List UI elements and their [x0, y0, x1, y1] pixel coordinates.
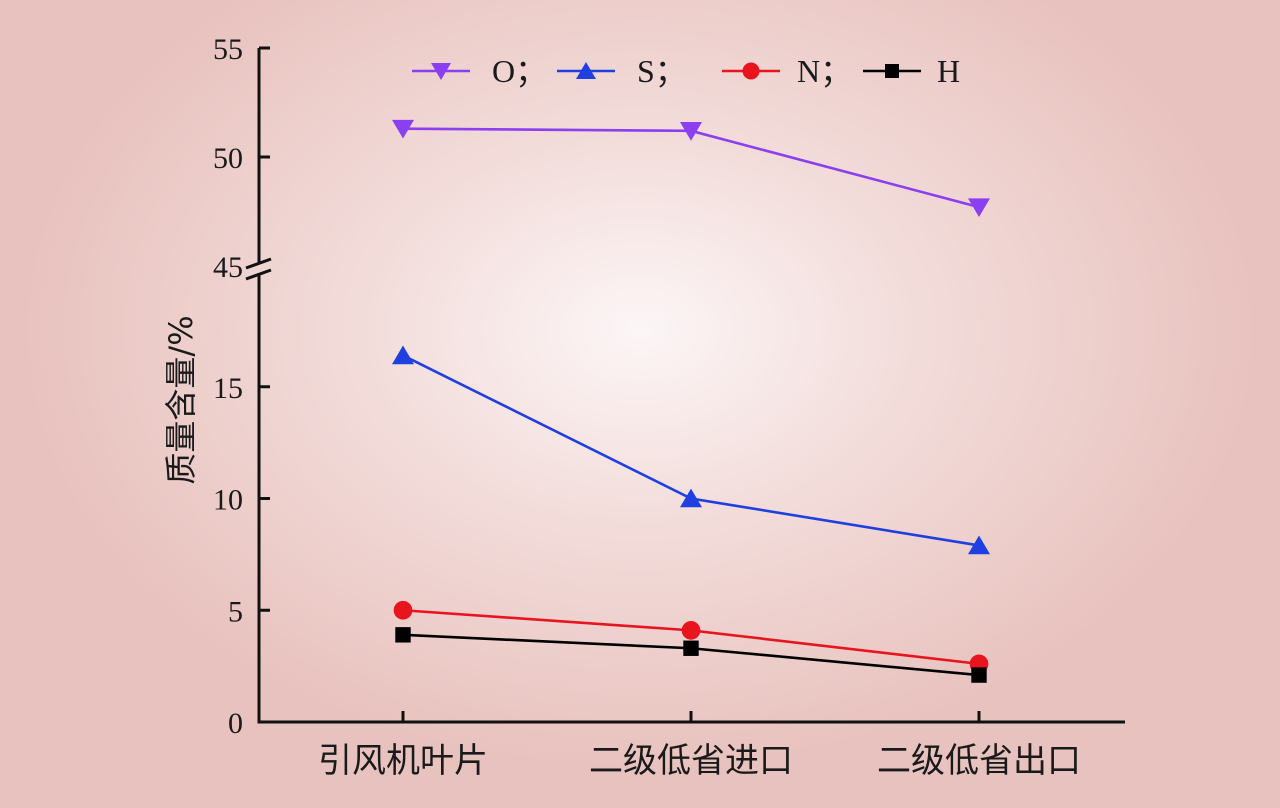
triangle-down-marker [392, 119, 414, 139]
y-tick-label: 55 [213, 33, 243, 66]
legend-item-H: H [863, 53, 960, 89]
legend-item-O: O； [412, 53, 547, 89]
y-tick-label: 5 [228, 595, 243, 628]
legend-item-N: N； [722, 53, 852, 89]
legend-label: H [937, 53, 960, 89]
y-ticks: 45 50 55 0 5 10 15 [213, 33, 270, 740]
y-tick-label: 15 [213, 372, 243, 405]
y-tick-label: 10 [213, 484, 243, 517]
triangle-down-marker [968, 198, 990, 218]
series-H [395, 627, 987, 683]
triangle-up-marker [576, 62, 596, 79]
legend-label: N； [797, 53, 852, 89]
y-tick-label: 45 [213, 251, 243, 284]
series-N [393, 600, 989, 674]
series-O [392, 119, 990, 218]
legend-label: S； [637, 53, 687, 89]
triangle-down-marker [431, 63, 451, 80]
triangle-up-marker [968, 535, 990, 555]
legend-item-S: S； [557, 53, 687, 89]
series-group [392, 119, 990, 683]
circle-marker [742, 62, 760, 80]
x-category-label: 引风机叶片 [318, 741, 488, 781]
square-marker [395, 627, 411, 643]
square-marker [683, 640, 699, 656]
x-category-label: 二级低省出口 [877, 741, 1081, 781]
square-marker [971, 667, 987, 683]
axis-break-mark [245, 257, 272, 270]
circle-marker [681, 621, 701, 640]
circle-marker [393, 600, 413, 620]
triangle-down-marker [680, 122, 702, 141]
x-ticks: 引风机叶片 二级低省进口 二级低省出口 [318, 711, 1081, 781]
x-category-label: 二级低省进口 [589, 741, 793, 781]
axis-break-mark [245, 268, 272, 281]
triangle-up-marker [680, 488, 702, 508]
y-tick-label: 50 [213, 142, 243, 175]
square-marker [885, 64, 899, 78]
legend: O； S； N； H [412, 53, 960, 89]
y-axis-label: 质量含量/% [162, 315, 200, 484]
series-S [392, 345, 990, 555]
series-line [402, 354, 980, 547]
legend-label: O； [492, 53, 547, 89]
y-tick-label: 0 [228, 707, 243, 740]
triangle-up-marker [392, 345, 414, 365]
axes [245, 48, 1125, 724]
